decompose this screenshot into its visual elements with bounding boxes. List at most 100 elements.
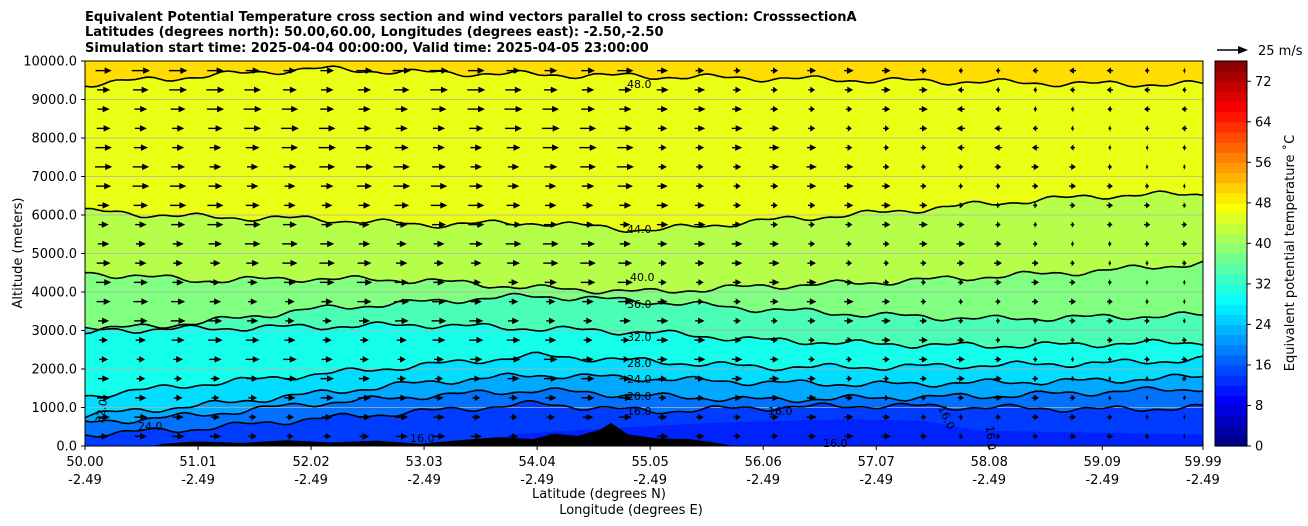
wind-arrow <box>1032 298 1039 305</box>
wind-arrow <box>883 394 889 402</box>
colorbar-band <box>1215 81 1247 92</box>
wind-arrow-head <box>1108 413 1113 421</box>
colorbar-tick-label: 56 <box>1255 156 1272 171</box>
wind-arrow <box>731 125 743 132</box>
wind-arrow <box>320 67 335 74</box>
wind-arrow <box>808 105 815 113</box>
wind-arrow <box>431 105 447 113</box>
wind-arrow <box>1145 144 1149 151</box>
wind-arrow-head <box>513 336 521 344</box>
wind-arrow <box>580 163 596 171</box>
wind-arrow <box>358 375 371 382</box>
wind-arrow <box>133 202 149 209</box>
wind-arrow-head <box>1183 240 1188 248</box>
figure-title: Equivalent Potential Temperature cross s… <box>85 10 857 56</box>
wind-arrow-head <box>922 182 927 190</box>
wind-arrow <box>695 433 705 440</box>
wind-arrow <box>1144 105 1151 113</box>
colorbar-band <box>1215 172 1247 184</box>
wind-arrow <box>547 433 555 440</box>
wind-arrow-head <box>847 259 853 267</box>
wind-arrow-head <box>213 394 220 402</box>
wind-arrow <box>656 86 669 94</box>
wind-arrow <box>395 125 408 132</box>
wind-arrow-head <box>441 86 448 94</box>
wind-arrow <box>620 356 630 363</box>
wind-arrow <box>134 433 148 440</box>
wind-arrow-head <box>772 105 779 113</box>
wind-arrow <box>248 433 257 440</box>
wind-arrow <box>245 336 260 344</box>
wind-arrow-head <box>140 433 148 440</box>
wind-arrow <box>244 86 261 94</box>
colorbar-band <box>1215 375 1247 386</box>
y-tick-label: 1000.0 <box>32 401 78 416</box>
wind-arrow-head <box>661 259 667 267</box>
wind-arrow-head <box>810 317 816 325</box>
wind-arrow <box>282 240 298 248</box>
wind-arrow-head <box>251 433 257 440</box>
wind-arrow-head <box>403 67 411 74</box>
wind-arrow <box>806 298 817 305</box>
wind-arrow-head <box>809 163 817 171</box>
wind-arrow <box>356 144 373 151</box>
wind-arrow <box>432 163 446 171</box>
contour-label-24-left: 24.0 <box>138 420 163 433</box>
wind-arrow <box>320 105 335 113</box>
wind-arrow <box>509 433 518 440</box>
wind-arrow-head <box>959 336 965 344</box>
wind-arrow <box>845 336 853 344</box>
wind-arrow-head <box>1146 182 1150 190</box>
wind-arrow <box>360 356 369 363</box>
wind-arrow-head <box>400 375 407 382</box>
wind-arrow-head <box>474 279 482 286</box>
wind-arrow <box>360 336 369 344</box>
wind-arrow-head <box>514 86 522 94</box>
wind-arrow-head <box>1033 413 1039 421</box>
wind-arrow <box>769 394 780 402</box>
wind-arrow-head <box>550 67 558 74</box>
contour-label-32: 32.0 <box>627 331 652 344</box>
wind-arrow <box>132 182 150 190</box>
wind-arrow <box>1108 259 1112 267</box>
wind-arrow-head <box>328 125 336 132</box>
wind-arrow <box>134 125 147 132</box>
wind-arrow <box>1106 433 1114 440</box>
wind-arrow-head <box>959 279 964 286</box>
wind-arrow-head <box>735 240 743 248</box>
wind-arrow-head <box>996 413 1001 421</box>
wind-arrow-head <box>290 240 298 248</box>
wind-arrow-head <box>735 105 743 113</box>
wind-arrow <box>506 336 521 344</box>
wind-arrow <box>994 163 1002 171</box>
wind-arrow-head <box>514 240 522 248</box>
wind-arrow-head <box>511 433 518 440</box>
wind-arrow-head <box>884 67 891 74</box>
wind-arrow <box>995 221 1001 228</box>
wind-arrow-head <box>213 259 221 267</box>
wind-arrow <box>658 144 667 151</box>
wind-arrow-head <box>810 356 815 363</box>
wind-arrow <box>283 356 297 363</box>
colorbar-band <box>1215 253 1247 265</box>
wind-arrow-head <box>475 356 483 363</box>
wind-arrow-head <box>921 221 928 228</box>
colorbar-frame <box>1214 60 1248 447</box>
wind-arrow-head <box>847 356 852 363</box>
wind-arrow-head <box>514 221 522 228</box>
wind-arrow <box>472 394 481 402</box>
wind-arrow <box>321 298 333 305</box>
wind-arrow <box>1031 163 1039 171</box>
wind-arrow-head <box>213 375 221 382</box>
colorbar-band <box>1215 314 1247 326</box>
wind-arrow <box>695 67 705 74</box>
wind-arrow <box>921 163 926 171</box>
wind-arrow <box>1107 105 1113 113</box>
wind-arrow-head <box>660 298 668 305</box>
wind-arrow <box>95 67 112 74</box>
wind-arrow <box>844 67 854 74</box>
wind-arrow-head <box>810 202 816 209</box>
wind-arrow <box>135 394 147 402</box>
wind-arrow <box>97 86 111 94</box>
wind-arrow-head <box>735 163 742 171</box>
